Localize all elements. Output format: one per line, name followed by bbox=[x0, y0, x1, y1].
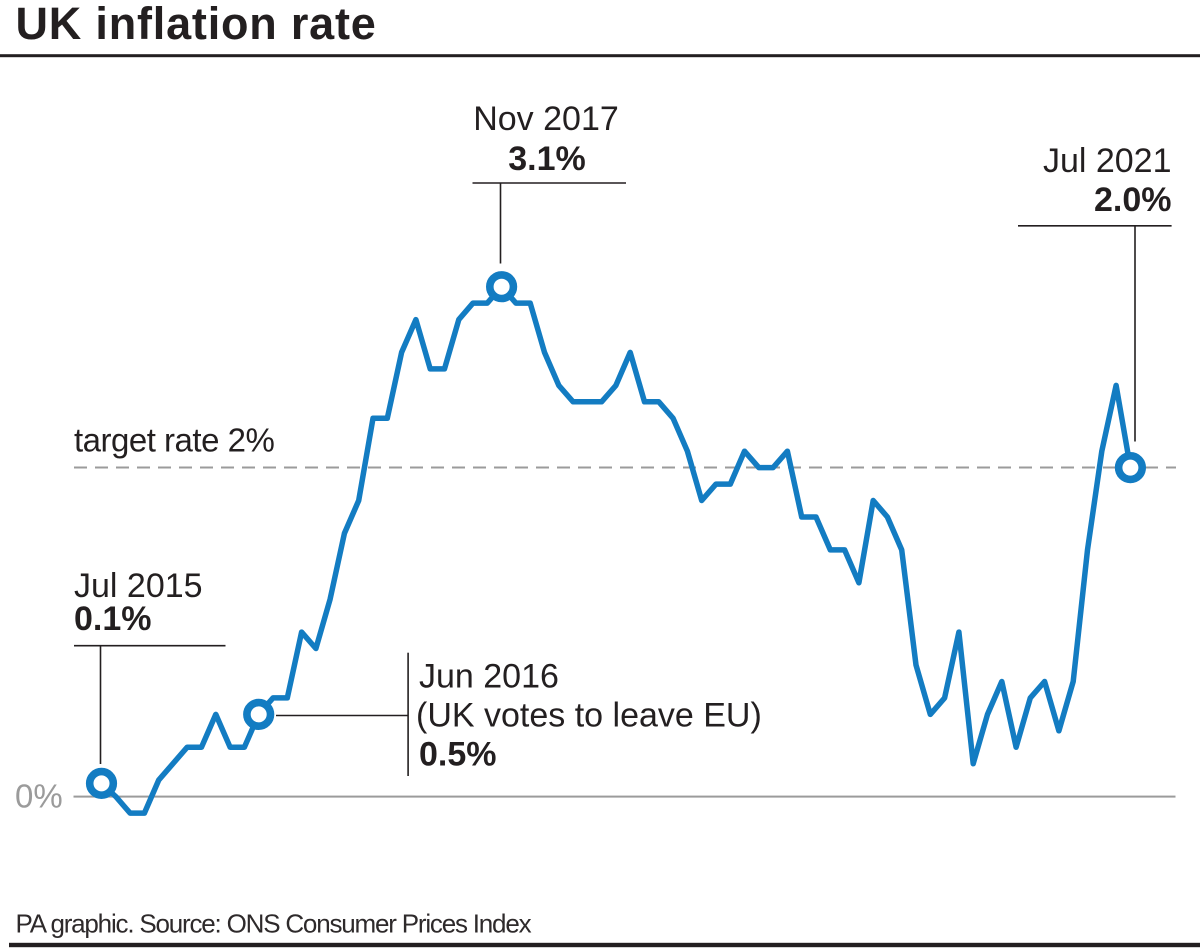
svg-text:(UK votes to leave EU): (UK votes to leave EU) bbox=[416, 696, 762, 734]
svg-text:0%: 0% bbox=[15, 778, 63, 815]
svg-text:Jul 2021: Jul 2021 bbox=[1043, 142, 1172, 180]
svg-text:3.1%: 3.1% bbox=[508, 140, 586, 178]
svg-text:0.1%: 0.1% bbox=[74, 600, 152, 638]
svg-text:Nov 2017: Nov 2017 bbox=[473, 100, 619, 138]
svg-text:UK inflation rate: UK inflation rate bbox=[16, 0, 377, 49]
svg-text:PA graphic. Source: ONS Consum: PA graphic. Source: ONS Consumer Prices … bbox=[16, 909, 532, 939]
svg-text:target rate 2%: target rate 2% bbox=[74, 422, 274, 459]
svg-text:Jul 2015: Jul 2015 bbox=[74, 567, 203, 605]
svg-text:2.0%: 2.0% bbox=[1094, 181, 1172, 219]
svg-text:Jun 2016: Jun 2016 bbox=[419, 657, 559, 695]
svg-text:0.5%: 0.5% bbox=[419, 736, 497, 774]
